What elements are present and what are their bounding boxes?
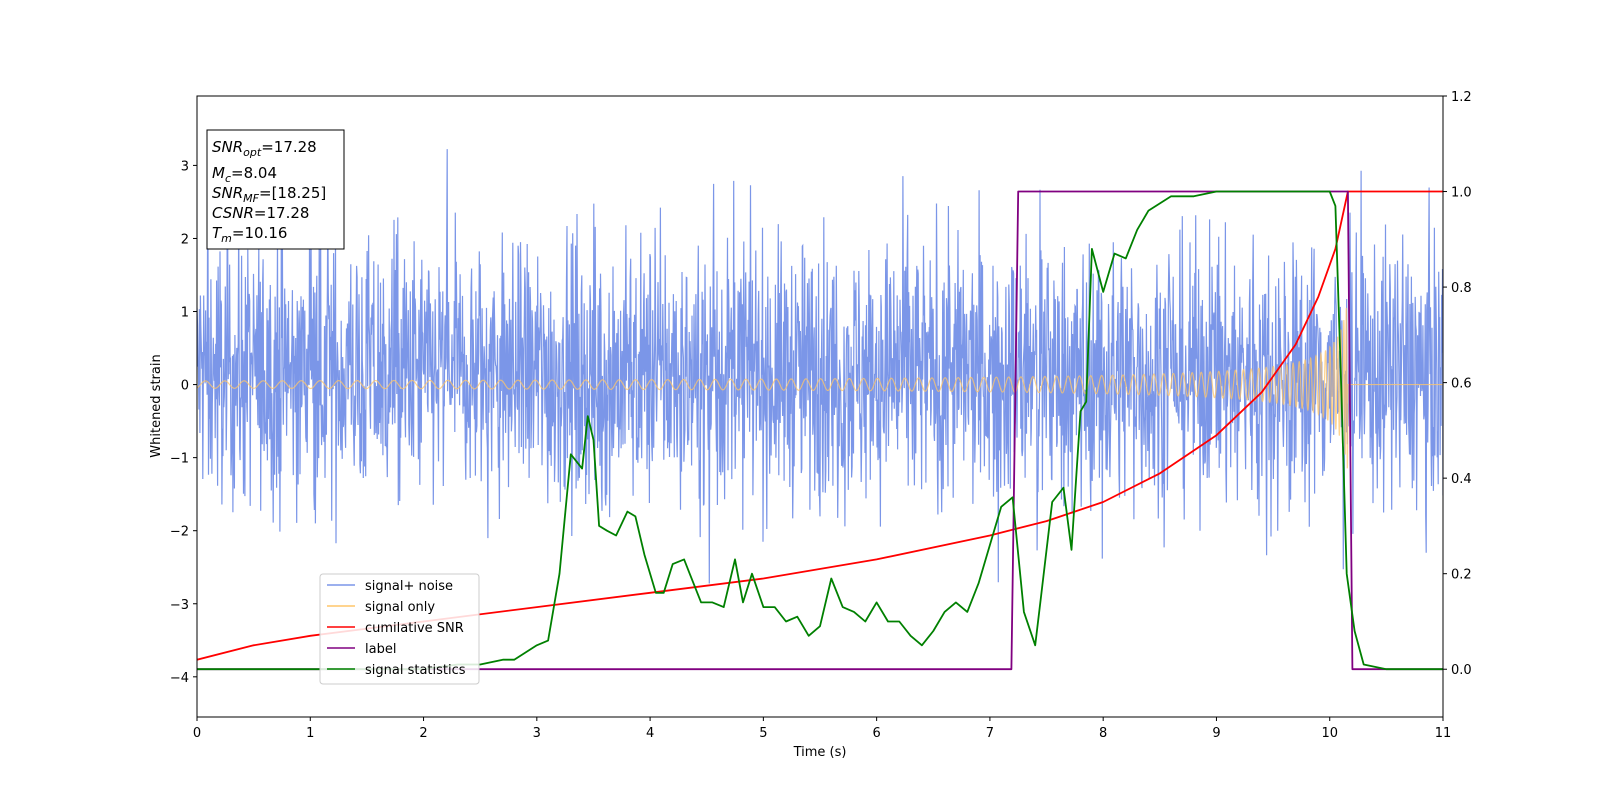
annotation-snr-mf: SNRMF=[18.25] — [212, 184, 326, 205]
svg-text:label: label — [365, 642, 396, 657]
svg-text:signal+ noise: signal+ noise — [365, 579, 453, 594]
annotation-chirp-mass: Mc=8.04 — [212, 164, 277, 185]
series-label — [197, 190, 1443, 671]
y-tick-label: −1 — [170, 452, 189, 467]
annotation-merger-time: Tm=10.16 — [212, 224, 287, 245]
x-tick-label: 0 — [193, 726, 201, 741]
y2-tick-label: 0.2 — [1451, 568, 1472, 583]
x-tick-label: 8 — [1099, 726, 1107, 741]
series-signal-only — [197, 307, 1443, 469]
x-tick-label: 9 — [1212, 726, 1220, 741]
annotation-csnr: CSNR=17.28 — [212, 204, 309, 222]
y-axis-right: 0.0 0.2 0.4 0.6 0.8 1.0 1.2 — [1443, 90, 1472, 678]
y-tick-label: −2 — [170, 525, 189, 540]
x-tick-label: 7 — [986, 726, 994, 741]
x-tick-label: 2 — [419, 726, 427, 741]
svg-text:cumilative SNR: cumilative SNR — [365, 621, 464, 636]
y2-tick-label: 1.2 — [1451, 90, 1472, 105]
annotation-snr-opt: SNRopt=17.28 — [212, 138, 317, 159]
svg-text:signal statistics: signal statistics — [365, 663, 466, 678]
legend-entry-signal-noise: signal+ noise — [327, 579, 453, 594]
legend-entry-signal-only: signal only — [327, 600, 435, 615]
y2-tick-label: 0.0 — [1451, 663, 1472, 678]
axes-frame — [196, 95, 1444, 718]
x-tick-label: 10 — [1321, 726, 1338, 741]
y2-tick-label: 0.4 — [1451, 472, 1472, 487]
stats-annotation-box: SNRopt=17.28 Mc=8.04 SNRMF=[18.25] CSNR=… — [206, 129, 345, 250]
series-signal-statistics — [197, 190, 1443, 671]
y-tick-label: −3 — [170, 598, 189, 613]
y-axis-left: −4 −3 −2 −1 0 1 2 3 — [170, 159, 197, 686]
x-tick-label: 6 — [872, 726, 880, 741]
x-tick-label: 3 — [533, 726, 541, 741]
x-axis: 0 1 2 3 4 5 6 7 8 9 10 11 — [193, 717, 1451, 741]
x-tick-label: 4 — [646, 726, 654, 741]
y2-tick-label: 0.8 — [1451, 281, 1472, 296]
x-tick-label: 5 — [759, 726, 767, 741]
y-tick-label: −4 — [170, 671, 189, 686]
y-axis-label: Whitened strain — [149, 354, 164, 457]
x-tick-label: 11 — [1435, 726, 1452, 741]
y-tick-label: 1 — [181, 306, 189, 321]
y-tick-label: 2 — [181, 232, 189, 247]
y-tick-label: 0 — [181, 379, 189, 394]
y2-tick-label: 1.0 — [1451, 186, 1472, 201]
x-axis-label: Time (s) — [793, 745, 847, 760]
legend: signal+ noise signal only cumilative SNR… — [319, 573, 480, 685]
svg-text:signal only: signal only — [365, 600, 435, 615]
x-tick-label: 1 — [306, 726, 314, 741]
legend-entry-label: label — [327, 642, 396, 657]
y-tick-label: 3 — [181, 159, 189, 174]
legend-entry-cumulative-snr: cumilative SNR — [327, 621, 464, 636]
y2-tick-label: 0.6 — [1451, 377, 1472, 392]
legend-entry-signal-statistics: signal statistics — [327, 663, 466, 678]
